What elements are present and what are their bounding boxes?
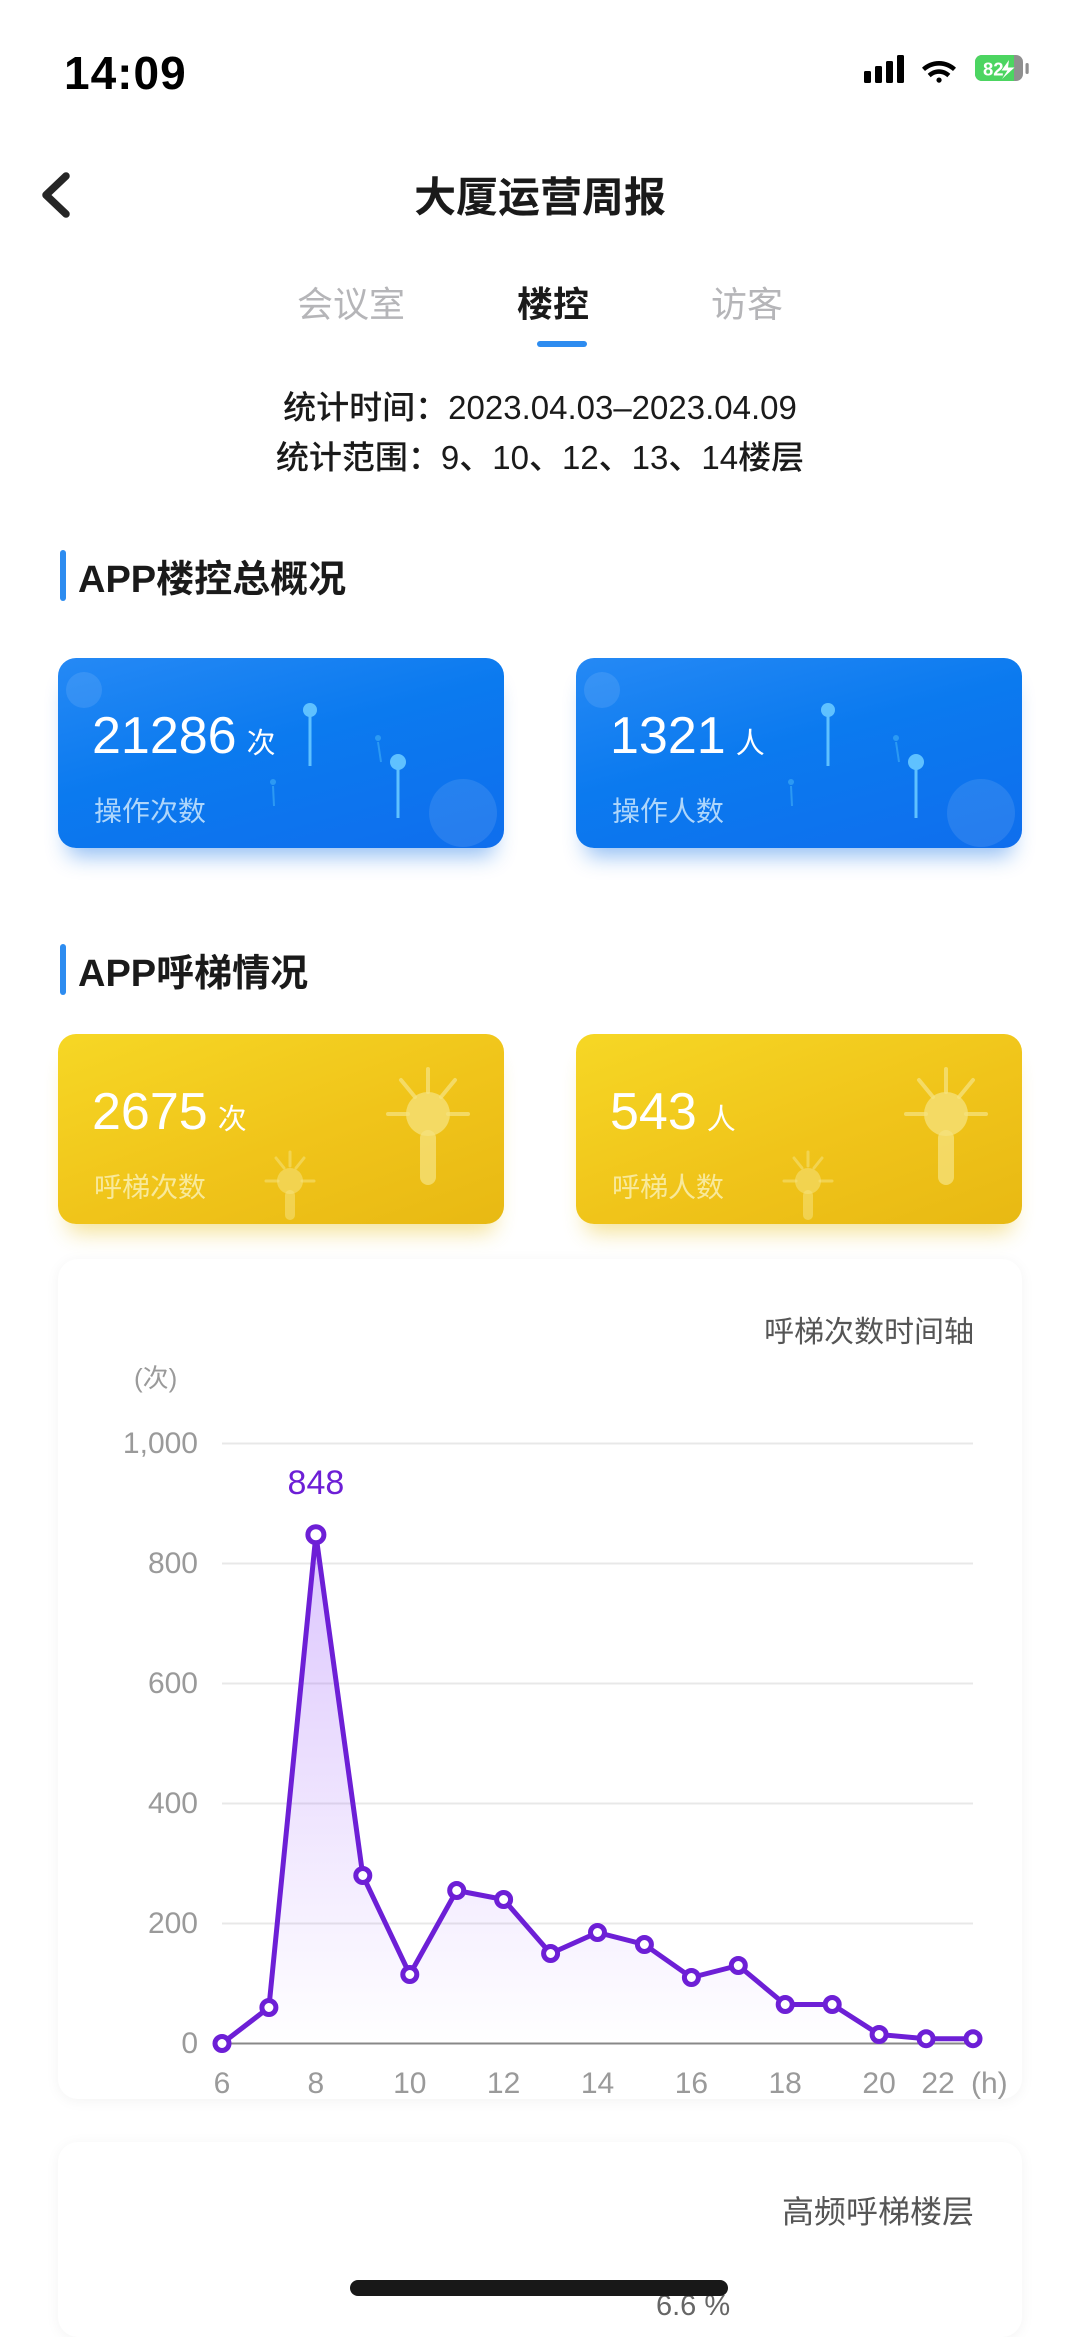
svg-text:8: 8	[308, 2067, 325, 2099]
svg-text:82: 82	[983, 59, 1004, 80]
svg-text:18: 18	[769, 2067, 802, 2099]
svg-text:1,000: 1,000	[123, 1427, 198, 1460]
svg-text:600: 600	[148, 1667, 198, 1700]
svg-text:0: 0	[181, 2027, 198, 2060]
svg-text:800: 800	[148, 1547, 198, 1580]
svg-text:12: 12	[487, 2067, 520, 2099]
svg-text:14: 14	[581, 2067, 614, 2099]
svg-text:200: 200	[148, 1907, 198, 1940]
svg-text:400: 400	[148, 1787, 198, 1820]
svg-text:16: 16	[675, 2067, 708, 2099]
svg-text:20: 20	[862, 2067, 895, 2099]
svg-text:(次): (次)	[134, 1363, 177, 1393]
svg-text:10: 10	[393, 2067, 426, 2099]
svg-text:(h): (h)	[971, 2067, 1008, 2099]
svg-text:6: 6	[214, 2067, 231, 2099]
svg-text:848: 848	[288, 1464, 345, 1502]
svg-text:22: 22	[921, 2067, 954, 2099]
